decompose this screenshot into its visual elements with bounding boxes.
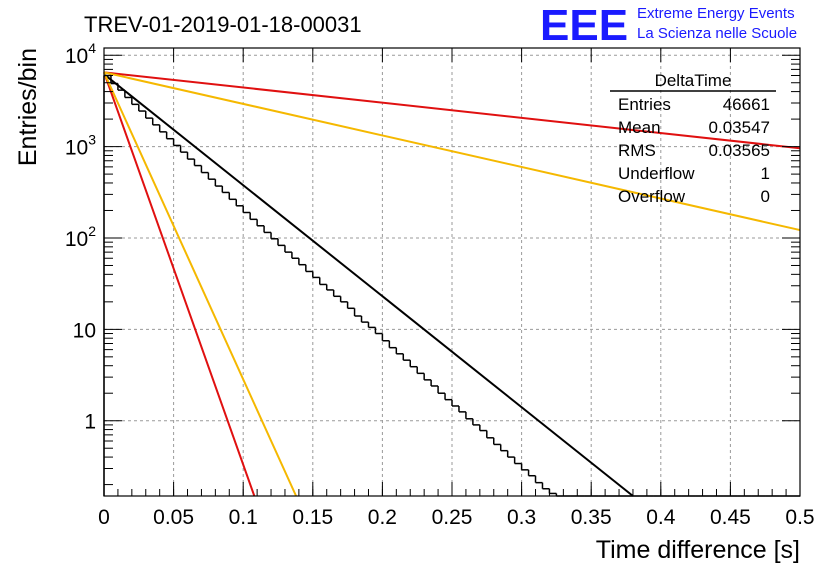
x-tick-label: 0.2: [368, 506, 397, 529]
stats-value-mean: 0.03547: [709, 118, 770, 137]
axes: 0 0.05 0.1 0.15 0.2 0.25 0.3 0.35 0.4 0.45 0.5 104 1…: [65, 40, 815, 529]
logo-mark: EEE: [540, 1, 628, 50]
y-tick-label: 103: [65, 132, 96, 160]
y-tick-label: 102: [65, 223, 96, 251]
fit-line: [103, 71, 801, 232]
grid: [104, 48, 800, 496]
stats-name: DeltaTime: [655, 71, 732, 90]
stats-value-rms: 0.03565: [709, 141, 770, 160]
stats-value-overflow: 0: [761, 187, 770, 206]
x-tick-label: 0.25: [432, 506, 473, 529]
logo-line-2: La Scienza nelle Scuole: [637, 25, 797, 42]
y-axis-title: Entries/bin: [14, 48, 42, 166]
x-tick-label: 0.1: [229, 506, 258, 529]
chart-title: TREV-01-2019-01-18-00031: [84, 12, 362, 37]
x-tick-label: 0: [98, 506, 110, 529]
x-tick-label: 0.15: [292, 506, 333, 529]
x-tick-label: 0.3: [507, 506, 536, 529]
y-tick-label: 1: [84, 411, 96, 434]
y-tick-label: 10: [73, 319, 96, 342]
logo-line-1: Extreme Energy Events: [637, 5, 795, 22]
fit-line: [103, 71, 256, 497]
eee-logo: EEE Extreme Energy Events La Scienza nel…: [540, 1, 797, 50]
stats-label-underflow: Underflow: [618, 164, 695, 183]
x-tick-label: 0.5: [785, 506, 814, 529]
stats-label-rms: RMS: [618, 141, 656, 160]
stats-value-underflow: 1: [761, 164, 770, 183]
stats-label-mean: Mean: [618, 118, 661, 137]
x-tick-label: 0.05: [153, 506, 194, 529]
plot-frame: [103, 47, 801, 497]
stats-label-overflow: Overflow: [618, 187, 686, 206]
x-tick-label: 0.4: [646, 506, 676, 529]
fit-line: [103, 71, 298, 497]
y-tick-label: 104: [65, 40, 96, 68]
x-axis-title: Time difference [s]: [596, 536, 800, 564]
x-tick-label: 0.35: [571, 506, 612, 529]
fit-lines: [103, 71, 801, 497]
stats-value-entries: 46661: [723, 95, 770, 114]
fit-line: [103, 73, 634, 497]
stats-label-entries: Entries: [618, 95, 671, 114]
stats-box: DeltaTime Entries 46661 Mean 0.03547 RMS…: [610, 71, 776, 206]
fit-line: [103, 71, 801, 150]
x-tick-label: 0.45: [710, 506, 751, 529]
